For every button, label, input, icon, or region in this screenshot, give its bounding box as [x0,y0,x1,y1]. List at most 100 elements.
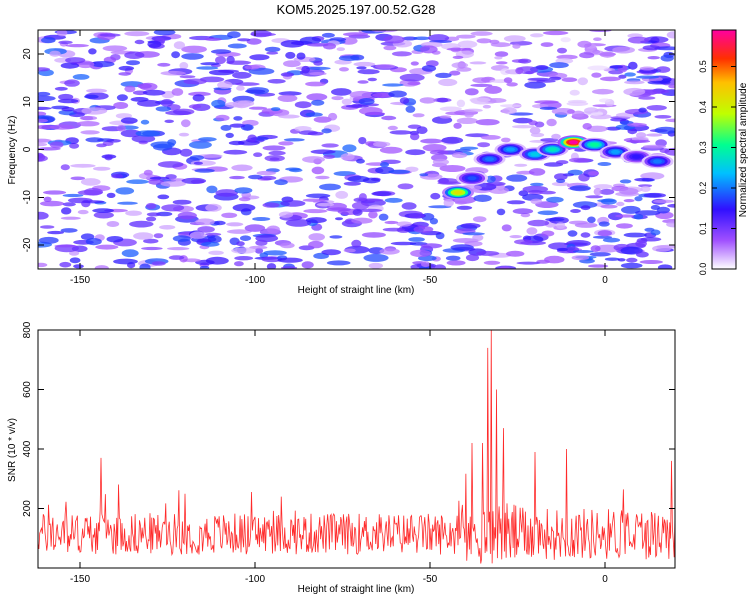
heatmap-cell [620,262,643,269]
heatmap-cell [585,195,603,199]
heatmap-cell [256,170,276,176]
heatmap-cell [460,223,481,229]
heatmap-cell [592,88,614,95]
heatmap-cell [171,88,184,96]
heatmap-cell [283,138,305,142]
heatmap-cell [643,89,670,94]
heatmap-cell [206,185,218,194]
heatmap-cell [266,263,277,269]
heatmap-cell [189,155,204,161]
heatmap-cell [446,260,466,266]
heatmap-cell [666,221,675,228]
heatmap-cell [60,228,78,233]
heatmap-cell [341,98,353,106]
heatmap-cell [609,65,623,69]
heatmap-cell [305,81,326,87]
heatmap-cell [215,56,226,65]
heatmap-cell [420,243,443,249]
heatmap-cell [70,176,86,181]
heatmap-cell [580,232,591,238]
heatmap-cell [514,239,533,245]
heatmap-cell [285,219,312,227]
heatmap-cell [600,76,621,82]
heatmap-cell [626,257,638,263]
heatmap-cell [642,45,661,51]
heatmap-cell [383,35,405,44]
heatmap-ridge-point [453,190,463,195]
heatmap-cell [234,187,253,194]
heatmap-cell [161,204,185,212]
heatmap-cell [204,37,222,42]
heatmap-cell [352,208,363,216]
heatmap-cell [454,200,468,205]
heatmap-cell [151,261,166,266]
heatmap-cell [443,199,454,207]
heatmap-cell [236,85,245,91]
heatmap-cell [469,61,487,65]
heatmap-cell [340,153,355,161]
heatmap-cell [396,221,412,227]
heatmap-cell [506,250,525,257]
heatmap-cell [626,139,651,143]
heatmap-cell [153,30,176,36]
heatmap-cell [226,222,244,227]
heatmap-cell [624,72,636,77]
snr-panel: -150 -100 -50 0 200 400 600 800 Height of stra… [7,321,676,595]
heatmap-cell [236,241,245,247]
heatmap-cell [102,45,128,52]
heatmap-cell [551,181,570,187]
heatmap-cell [441,136,464,144]
heatmap-cell [249,245,268,250]
heatmap-cell [429,149,449,155]
heatmap-cell [321,128,332,134]
heatmap-cell [534,121,545,128]
heatmap-cell [234,82,260,86]
heatmap-cell [634,177,654,182]
colorbar-tick-label: 0.3 [698,141,708,154]
heatmap-cell [85,238,102,246]
heatmap-cell [483,260,501,265]
heatmap-cell [113,102,129,109]
heatmap-cell [164,119,174,124]
heatmap-cell [456,34,476,39]
heatmap-cell [244,224,266,232]
heatmap-cell [278,91,302,96]
heatmap-cell [157,62,171,67]
heatmap-cell [656,206,670,214]
heatmap-cell [529,126,541,135]
heatmap-cell [302,198,326,202]
heatmap-cell [38,118,48,123]
heatmap-cell [262,202,280,208]
heatmap-cell [515,67,524,75]
heatmap-cell [220,124,232,131]
heatmap-cell [281,266,298,269]
heatmap-cell [69,257,81,264]
heatmap-cell [280,40,305,48]
heatmap-cell [118,72,131,76]
heatmap-cell [84,94,99,99]
heatmap-cell [601,198,617,205]
heatmap-cell [40,225,55,229]
heatmap-cell [157,194,170,200]
heatmap-cell [218,69,240,74]
y-tick-label: 20 [22,48,33,60]
heatmap-cell [60,164,70,171]
heatmap-cell [124,31,150,37]
heatmap-cell [383,45,397,51]
heatmap-cell [113,258,138,265]
heatmap-cell [90,61,115,68]
heatmap-cell [41,37,56,44]
heatmap-cell [321,249,342,256]
heatmap-cell [38,91,51,97]
y-tick-label: -10 [22,190,33,205]
heatmap-cell [399,97,410,104]
heatmap-cell [266,225,280,234]
y-tick-label: 400 [22,440,33,457]
heatmap-cell [623,87,646,96]
heatmap-cell [636,132,647,139]
y-tick-label: -20 [22,237,33,252]
heatmap-cell [647,80,671,85]
heatmap-cell [217,81,233,89]
heatmap-cell [278,114,300,119]
